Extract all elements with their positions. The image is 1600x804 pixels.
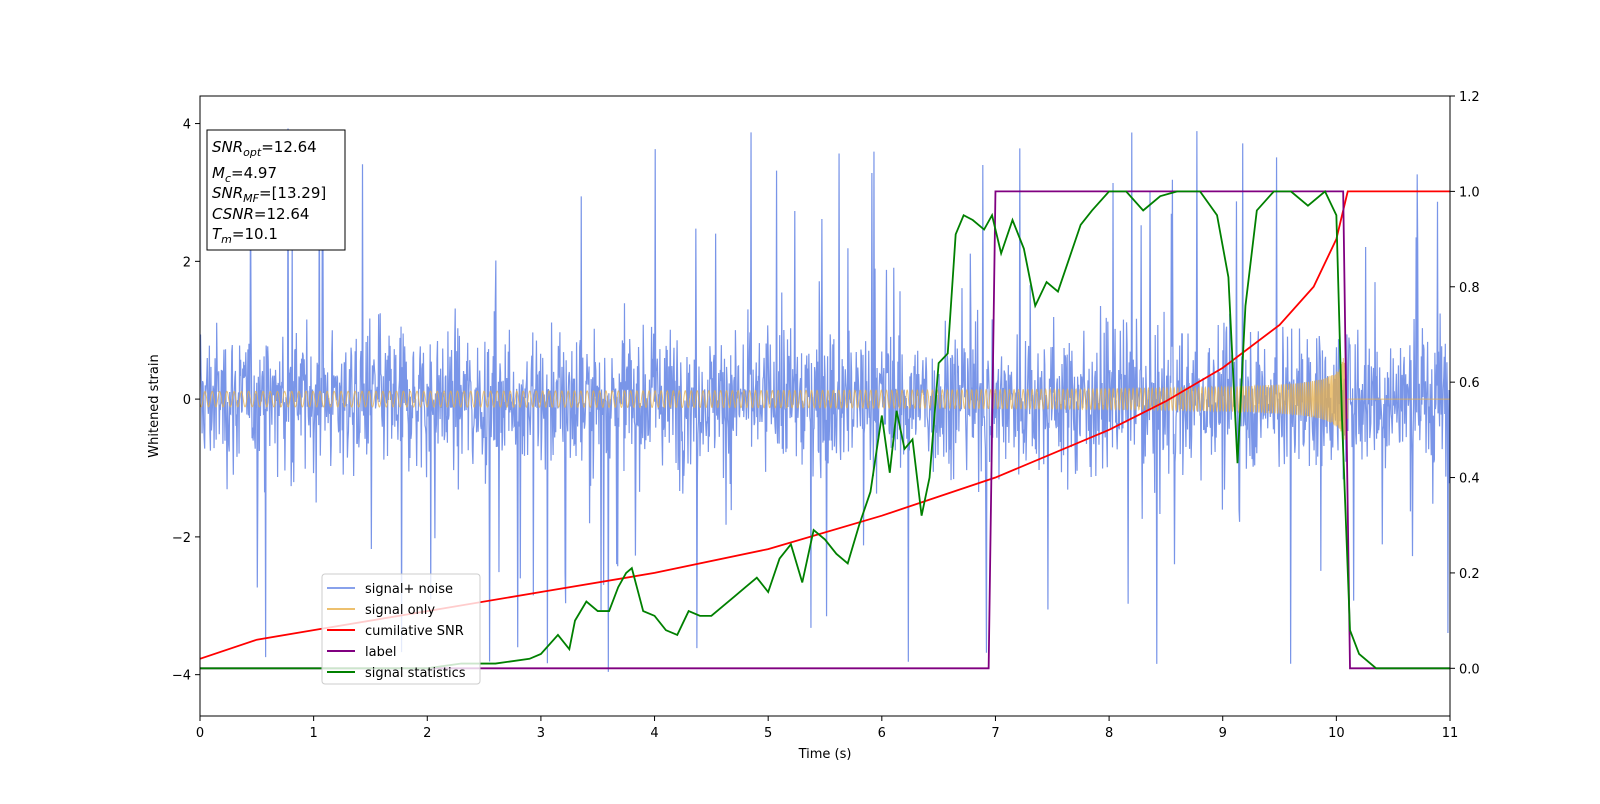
legend-frame (321, 573, 481, 685)
x-tick-label: 7 (991, 726, 999, 741)
x-tick-label: 8 (1105, 726, 1113, 741)
x-tick-label: 10 (1328, 726, 1345, 741)
x-tick-label: 2 (423, 726, 431, 741)
y-left-tick-label: 0 (183, 393, 191, 408)
axis-ticks: 0 1 2 3 4 5 6 7 8 9 10 11 4 2 0 −2 −4 1.2 1.0 0.8 0.6 0.4 0.2 0… (172, 90, 1480, 741)
y-right-tick-label: 0.4 (1459, 472, 1480, 487)
y-left-tick-label: 4 (183, 118, 191, 133)
legend-entry: cumilative SNR (365, 624, 464, 639)
info-line: SNRopt=12.64 (212, 138, 317, 159)
y-right-tick-label: 0.0 (1459, 662, 1480, 677)
x-tick-label: 5 (764, 726, 772, 741)
plot-frame (199, 95, 1451, 717)
info-line: CSNR=12.64 (212, 205, 309, 223)
y-left-tick-label: −2 (172, 531, 191, 546)
y-right-tick-label: 0.2 (1459, 567, 1480, 582)
y-left-tick-label: −4 (172, 669, 191, 684)
x-tick-label: 6 (878, 726, 886, 741)
series-label (200, 190, 1450, 670)
y-right-tick-label: 0.8 (1459, 281, 1480, 296)
series-signal-noise (200, 128, 1450, 672)
legend-entry: signal+ noise (365, 582, 453, 597)
legend-entry: signal statistics (365, 666, 466, 681)
x-axis-label: Time (s) (798, 747, 852, 762)
legend-entry: label (365, 645, 396, 660)
info-line: SNRMF=[13.29] (212, 184, 326, 205)
info-box-frame (206, 129, 346, 251)
series-signal-only (200, 357, 1450, 440)
series-signal-statistics (200, 189, 1450, 670)
info-box: SNRopt=12.64 Mc=4.97SNRMF=[13.29]CSNR=12.… (206, 129, 346, 251)
info-line: Tm=10.1 (212, 225, 278, 246)
x-tick-label: 1 (309, 726, 317, 741)
legend-entry: signal only (365, 603, 435, 618)
y-right-tick-label: 1.0 (1459, 185, 1480, 200)
info-line: Mc=4.97 (212, 164, 277, 185)
x-tick-label: 4 (650, 726, 658, 741)
y-left-tick-label: 2 (183, 255, 191, 270)
y-axis-label: Whitened strain (147, 354, 162, 457)
y-right-tick-label: 1.2 (1459, 90, 1480, 105)
x-tick-label: 3 (537, 726, 545, 741)
x-tick-label: 11 (1442, 726, 1459, 741)
y-right-tick-label: 0.6 (1459, 376, 1480, 391)
legend: signal+ noise signal only cumilative SNR la… (321, 573, 481, 685)
x-tick-label: 0 (196, 726, 204, 741)
x-tick-label: 9 (1219, 726, 1227, 741)
